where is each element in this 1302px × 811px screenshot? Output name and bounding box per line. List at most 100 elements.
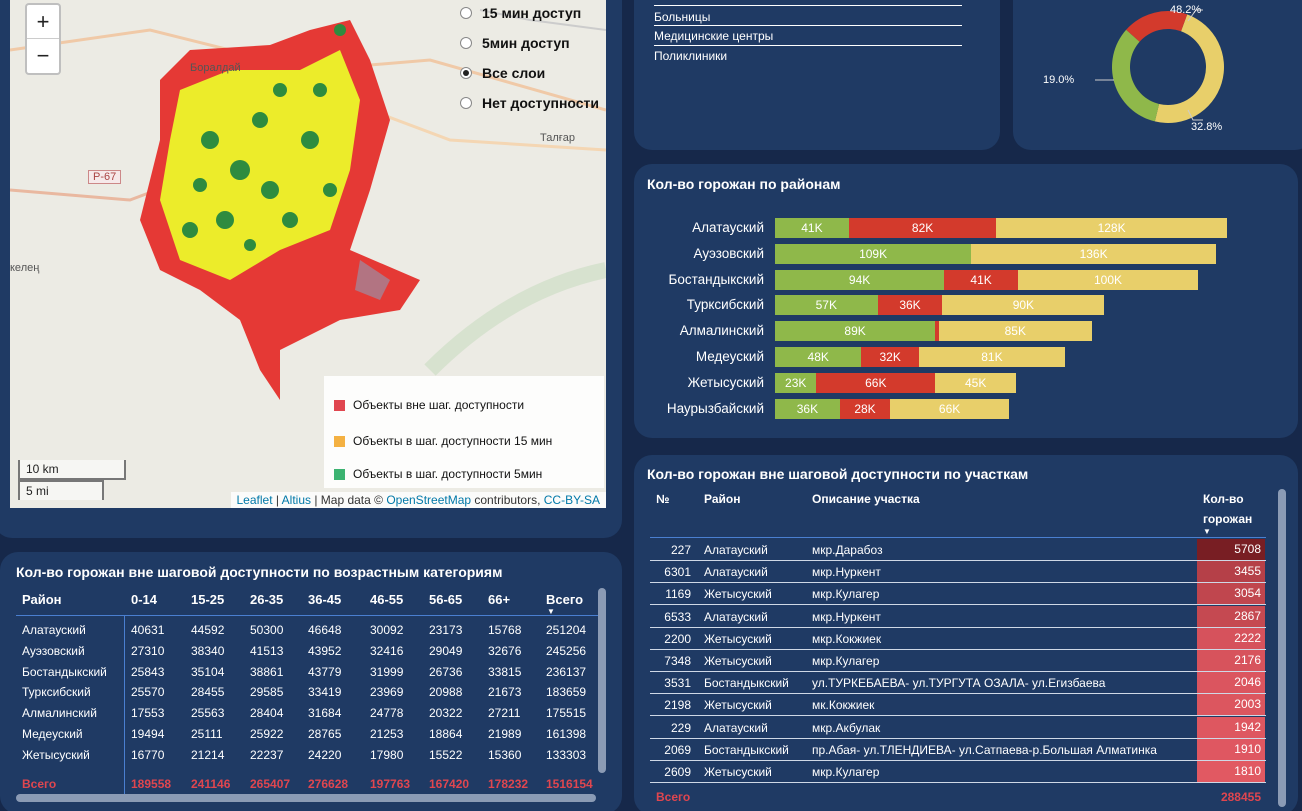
table-row[interactable] bbox=[650, 761, 1266, 783]
bar-segment[interactable]: 28K bbox=[839, 398, 891, 419]
table-row[interactable] bbox=[650, 561, 1266, 584]
radio-icon[interactable] bbox=[460, 7, 472, 19]
bar-segment[interactable]: 36K bbox=[877, 295, 943, 316]
map-attribution: Leaflet | Altius | Map data © OpenStreet… bbox=[230, 492, 606, 508]
bar-segment[interactable]: 82K bbox=[848, 218, 997, 238]
bar-segment[interactable]: 100K bbox=[1018, 269, 1198, 290]
column-header[interactable]: Район bbox=[704, 492, 741, 506]
table-row[interactable] bbox=[650, 694, 1266, 717]
bar-row[interactable]: Бостандыкский 94K 41K 100K bbox=[634, 269, 1298, 290]
column-header[interactable]: 66+ bbox=[488, 592, 511, 607]
table-row[interactable] bbox=[650, 650, 1266, 672]
table-row[interactable] bbox=[650, 606, 1266, 628]
map-canvas[interactable] bbox=[10, 0, 606, 508]
section-table-vscroll[interactable] bbox=[1278, 489, 1286, 807]
zoom-in-button[interactable]: + bbox=[27, 5, 59, 39]
district-cell: Алатауский bbox=[704, 543, 768, 557]
radio-selected-icon[interactable] bbox=[460, 67, 472, 79]
donut-slice[interactable] bbox=[1112, 29, 1160, 122]
table-row[interactable] bbox=[650, 739, 1266, 761]
bar-segment[interactable]: 128K bbox=[996, 218, 1227, 238]
facility-item-hospitals[interactable]: Больницы bbox=[654, 10, 711, 24]
bar-segment[interactable]: 41K bbox=[944, 269, 1018, 290]
column-header[interactable]: 15-25 bbox=[191, 592, 225, 607]
bar-segment[interactable] bbox=[935, 321, 939, 342]
district-cell: Алатауский bbox=[704, 565, 768, 580]
column-header[interactable]: 0-14 bbox=[131, 592, 158, 607]
license-link[interactable]: CC-BY-SA bbox=[543, 493, 600, 507]
facility-item-polyclinics[interactable]: Поликлиники bbox=[654, 49, 728, 63]
sort-desc-icon[interactable]: ▼ bbox=[547, 607, 555, 616]
table-cell: Жетысуский bbox=[22, 747, 90, 762]
donut-slice[interactable] bbox=[1126, 11, 1188, 42]
bar-segment[interactable]: 36K bbox=[775, 398, 840, 419]
table-cell: 40631 bbox=[131, 623, 165, 637]
column-header[interactable]: горожан bbox=[1203, 512, 1253, 526]
column-header[interactable]: 46-55 bbox=[370, 592, 404, 607]
age-table-vscroll[interactable] bbox=[598, 588, 606, 773]
map-scale: 10 km 5 mi bbox=[18, 460, 126, 500]
bar-segment[interactable]: 85K bbox=[938, 321, 1092, 342]
bar-row[interactable]: Жетысуский 23K 66K 45K bbox=[634, 372, 1298, 393]
table-row[interactable] bbox=[650, 672, 1266, 695]
bar-row[interactable]: Алатауский 41K 82K 128K bbox=[634, 218, 1298, 238]
total-cell: 197763 bbox=[370, 777, 411, 791]
radio-icon[interactable] bbox=[460, 97, 472, 109]
section-table-title: Кол-во горожан вне шаговой доступности п… bbox=[647, 466, 1029, 482]
sort-desc-icon[interactable]: ▼ bbox=[1203, 527, 1211, 536]
bar-segment[interactable]: 94K bbox=[775, 269, 945, 290]
bar-segment[interactable]: 41K bbox=[775, 218, 849, 238]
map[interactable]: Боралдай Талғар Р-67 келең + − 15 мин до… bbox=[10, 0, 606, 508]
total-column-header[interactable]: Всего bbox=[546, 592, 584, 607]
bar-category-label: Бостандыкский bbox=[668, 271, 765, 287]
column-header[interactable]: Кол-во bbox=[1203, 492, 1244, 506]
bar-segment[interactable]: 45K bbox=[935, 372, 1017, 393]
bar-segment[interactable]: 66K bbox=[816, 372, 936, 393]
bar-row[interactable]: Медеуский 48K 32K 81K bbox=[634, 347, 1298, 367]
bar-segment[interactable]: 109K bbox=[775, 243, 972, 264]
bar-segment[interactable]: 32K bbox=[861, 347, 919, 367]
bar-row[interactable]: Алмалинский 89K 85K bbox=[634, 321, 1298, 342]
bar-segment[interactable]: 89K bbox=[775, 321, 936, 342]
age-table-hscroll[interactable] bbox=[16, 794, 596, 802]
layer-5min[interactable]: 5мин доступ bbox=[460, 28, 599, 58]
table-row[interactable] bbox=[650, 628, 1266, 650]
bar-row[interactable]: Турксибский 57K 36K 90K bbox=[634, 295, 1298, 316]
table-row[interactable] bbox=[650, 717, 1266, 739]
bar-segment[interactable]: 66K bbox=[890, 398, 1009, 419]
table-cell: 21214 bbox=[191, 747, 225, 762]
bar-row[interactable]: Наурызбайский 36K 28K 66K bbox=[634, 398, 1298, 419]
osm-link[interactable]: OpenStreetMap bbox=[386, 493, 472, 507]
layer-no-access[interactable]: Нет доступности bbox=[460, 88, 599, 118]
facility-item-medcenters[interactable]: Медицинские центры bbox=[654, 29, 774, 43]
altius-link[interactable]: Altius bbox=[281, 493, 311, 507]
column-header[interactable]: Описание участка bbox=[812, 492, 920, 506]
bar-segment[interactable]: 57K bbox=[775, 295, 878, 316]
bar-segment[interactable]: 81K bbox=[919, 347, 1065, 367]
radio-icon[interactable] bbox=[460, 37, 472, 49]
table-cell: 25922 bbox=[250, 727, 284, 741]
table-row[interactable] bbox=[650, 583, 1266, 606]
table-cell: 32416 bbox=[370, 643, 404, 658]
layer-all[interactable]: Все слои bbox=[460, 58, 599, 88]
column-header[interactable]: 26-35 bbox=[250, 592, 284, 607]
layer-15min[interactable]: 15 мин доступ bbox=[460, 0, 599, 28]
donut-slice[interactable] bbox=[1154, 14, 1225, 124]
bar-segment[interactable]: 90K bbox=[942, 295, 1105, 316]
map-panel: Боралдай Талғар Р-67 келең + − 15 мин до… bbox=[0, 0, 622, 538]
column-header[interactable]: 36-45 bbox=[308, 592, 342, 607]
bar-segment[interactable]: 48K bbox=[775, 347, 862, 367]
district-cell: Алатауский bbox=[704, 609, 768, 624]
table-row[interactable] bbox=[650, 539, 1266, 561]
bar-row[interactable]: Ауэзовский 109K 136K bbox=[634, 243, 1298, 264]
zoom-out-button[interactable]: − bbox=[36, 43, 50, 68]
column-header[interactable]: Район bbox=[22, 592, 62, 607]
district-cell: Бостандыкский bbox=[704, 676, 789, 691]
column-header[interactable]: № bbox=[656, 492, 670, 506]
column-header[interactable]: 56-65 bbox=[429, 592, 463, 607]
bar-segment[interactable]: 136K bbox=[971, 243, 1216, 264]
bar-segment[interactable]: 23K bbox=[775, 372, 817, 393]
leaflet-link[interactable]: Leaflet bbox=[236, 493, 273, 507]
table-cell: 33419 bbox=[308, 685, 342, 700]
table-cell: 29585 bbox=[250, 685, 284, 700]
